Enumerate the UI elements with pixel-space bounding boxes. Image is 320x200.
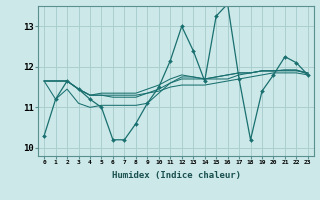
X-axis label: Humidex (Indice chaleur): Humidex (Indice chaleur) xyxy=(111,171,241,180)
